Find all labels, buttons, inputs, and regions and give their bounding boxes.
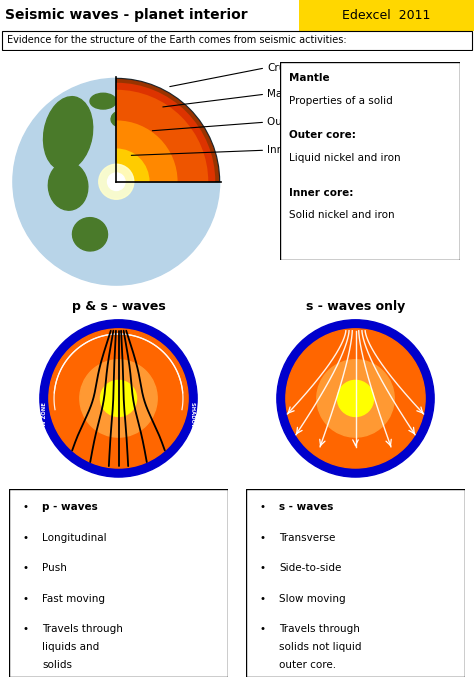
Title: p & s - waves: p & s - waves: [72, 300, 165, 313]
Text: Fast moving: Fast moving: [42, 594, 105, 604]
Text: •: •: [23, 624, 28, 634]
Text: •: •: [260, 594, 265, 604]
Text: SHADOW ZONE: SHADOW ZONE: [42, 402, 47, 447]
Circle shape: [100, 380, 137, 417]
Text: Transverse: Transverse: [279, 533, 336, 542]
FancyBboxPatch shape: [246, 489, 465, 677]
Circle shape: [80, 360, 157, 437]
Text: •: •: [260, 624, 265, 634]
Circle shape: [286, 329, 425, 468]
Text: Seismic waves - planet interior: Seismic waves - planet interior: [5, 8, 247, 23]
FancyBboxPatch shape: [299, 0, 474, 31]
Wedge shape: [116, 120, 178, 182]
Text: •: •: [260, 563, 265, 573]
Text: •: •: [260, 502, 265, 512]
Text: Crust: Crust: [267, 63, 295, 73]
FancyBboxPatch shape: [2, 31, 472, 50]
Text: outer core.: outer core.: [279, 660, 337, 670]
Text: solids: solids: [42, 660, 72, 670]
Ellipse shape: [48, 162, 88, 210]
Text: Outer core:: Outer core:: [289, 131, 356, 140]
Ellipse shape: [111, 111, 130, 127]
Text: Mantle: Mantle: [289, 73, 329, 83]
Ellipse shape: [44, 96, 93, 170]
Text: Inner core:: Inner core:: [289, 187, 353, 198]
Ellipse shape: [73, 218, 108, 251]
Text: Travels through: Travels through: [279, 624, 360, 634]
Text: Solid nickel and iron: Solid nickel and iron: [289, 211, 394, 220]
Circle shape: [49, 329, 188, 468]
Text: Push: Push: [42, 563, 67, 573]
Text: •: •: [23, 594, 28, 604]
Text: •: •: [260, 533, 265, 542]
Text: Mantle: Mantle: [267, 89, 302, 99]
Text: •: •: [23, 563, 28, 573]
Text: p - waves: p - waves: [42, 502, 98, 512]
Wedge shape: [116, 83, 215, 182]
FancyBboxPatch shape: [9, 489, 228, 677]
Circle shape: [108, 173, 125, 191]
Wedge shape: [116, 90, 208, 182]
Text: •: •: [23, 533, 28, 542]
Text: Edexcel  2011: Edexcel 2011: [342, 9, 430, 22]
Circle shape: [13, 79, 219, 285]
Title: s - waves only: s - waves only: [306, 300, 405, 313]
Text: Liquid nickel and iron: Liquid nickel and iron: [289, 153, 400, 163]
Circle shape: [99, 164, 134, 199]
Circle shape: [277, 320, 434, 477]
Text: Slow moving: Slow moving: [279, 594, 346, 604]
Text: •: •: [23, 502, 28, 512]
Text: Properties of a solid: Properties of a solid: [289, 96, 392, 106]
Wedge shape: [116, 148, 150, 182]
Text: Outer Core: Outer Core: [267, 117, 324, 127]
Text: s - waves: s - waves: [279, 502, 334, 512]
Text: SHADOW ZONE: SHADOW ZONE: [190, 402, 195, 447]
Text: Side-to-side: Side-to-side: [279, 563, 342, 573]
Wedge shape: [116, 79, 219, 182]
Text: Travels through: Travels through: [42, 624, 123, 634]
Circle shape: [317, 360, 394, 437]
Text: Longitudinal: Longitudinal: [42, 533, 107, 542]
Text: solids not liquid: solids not liquid: [279, 642, 362, 652]
Text: liquids and: liquids and: [42, 642, 100, 652]
Circle shape: [40, 320, 197, 477]
Circle shape: [337, 380, 374, 417]
Ellipse shape: [90, 93, 116, 109]
Text: Evidence for the structure of the Earth comes from seismic activities:: Evidence for the structure of the Earth …: [7, 36, 347, 45]
FancyBboxPatch shape: [280, 62, 460, 260]
Text: Inner Core: Inner Core: [267, 145, 321, 155]
